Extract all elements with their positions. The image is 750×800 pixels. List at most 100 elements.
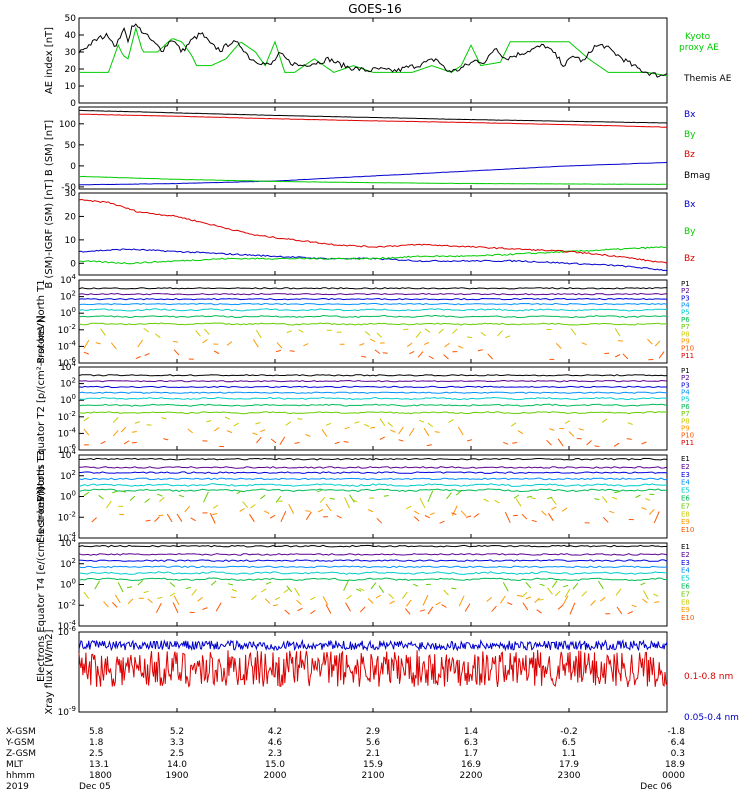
y-tick-label: 102 <box>60 290 76 303</box>
channel-line <box>78 391 668 394</box>
channel-segment <box>346 594 352 600</box>
channel-segment <box>143 590 149 594</box>
channel-segment <box>539 583 545 586</box>
y-tick-label: 104 <box>60 273 76 286</box>
ephemeris-value: 4.2 <box>268 727 282 737</box>
channel-segment <box>413 510 420 515</box>
channel-segment <box>640 582 646 586</box>
y-axis-label: Electrons North T3 <box>36 450 47 543</box>
legend-entry: By <box>684 227 696 237</box>
channel-segment <box>554 590 561 597</box>
channel-segment <box>252 339 259 348</box>
channel-line <box>78 314 668 319</box>
channel-segment <box>550 497 557 505</box>
channel-legend-label: E10 <box>681 526 694 534</box>
channel-segment <box>586 440 592 446</box>
y-axis-label: Protons Equator T2 [p/(cm²-s-sr-keV)] <box>36 315 47 502</box>
channel-segment <box>213 504 219 509</box>
channel-segment <box>163 438 169 441</box>
y-tick-label: 102 <box>60 377 76 390</box>
y-tick-label: 10-4 <box>58 339 77 352</box>
channel-segment <box>653 511 660 524</box>
y-tick-label: 102 <box>60 557 76 570</box>
channel-segment <box>100 440 106 445</box>
channel-segment <box>541 510 547 516</box>
y-tick-label: 10 <box>65 236 77 246</box>
channel-segment <box>147 598 153 604</box>
channel-segment <box>173 349 180 356</box>
tick-base: 10 <box>60 363 72 373</box>
channel-segment <box>319 496 326 503</box>
channel-segment <box>480 331 486 337</box>
tick-exponent: -2 <box>69 510 76 518</box>
channel-segment <box>473 513 480 518</box>
ephemeris-value: -0.2 <box>560 727 578 737</box>
ephemeris-value: -1.8 <box>667 727 685 737</box>
y-tick-label: 10-4 <box>58 426 77 439</box>
channel-legend-label: P5 <box>681 309 690 317</box>
channel-line <box>78 411 668 415</box>
channel-legend-label: E5 <box>681 487 690 495</box>
channel-segment <box>534 597 540 603</box>
channel-segment <box>286 585 293 593</box>
channel-segment <box>502 581 509 592</box>
channel-segment <box>135 356 141 360</box>
channel-segment <box>517 430 524 435</box>
channel-segment <box>230 596 236 599</box>
y-tick-label: 20 <box>65 65 77 75</box>
channel-segment <box>438 328 444 334</box>
ephemeris-value: 18.9 <box>665 760 685 770</box>
tick-base: 10 <box>58 446 70 456</box>
y-tick-label: 100 <box>60 306 76 319</box>
channel-line <box>78 297 668 301</box>
ephemeris-value: 0.3 <box>671 749 685 759</box>
y-tick-label: 102 <box>60 469 76 482</box>
channel-segment <box>117 582 124 593</box>
channel-segment <box>158 514 164 517</box>
channel-segment <box>435 601 441 606</box>
channel-segment <box>564 420 571 424</box>
channel-segment <box>144 352 150 356</box>
y-tick-label: 10-4 <box>58 531 77 544</box>
tick-exponent: -6 <box>69 625 77 633</box>
channel-segment <box>363 423 370 427</box>
channel-segment <box>83 428 90 436</box>
tick-exponent: 4 <box>72 448 77 456</box>
tick-exponent: 4 <box>72 273 77 281</box>
channel-segment <box>284 609 291 615</box>
channel-segment <box>297 418 303 420</box>
tick-base: 10 <box>60 276 72 286</box>
channel-segment <box>83 416 90 422</box>
channel-legend-label: P1 <box>681 280 690 288</box>
y-tick-label: 10-2 <box>58 510 76 523</box>
ephemeris-value: 2000 <box>264 771 287 781</box>
channel-segment <box>213 427 220 432</box>
y-tick-label: 10-6 <box>58 356 77 369</box>
channel-segment <box>572 582 579 590</box>
channel-segment <box>443 589 449 596</box>
channel-line <box>78 457 668 461</box>
y-axis-label: Xray flux [W/m2] <box>44 629 55 714</box>
tick-exponent: 2 <box>72 469 76 477</box>
ephemeris-value: 6.5 <box>562 738 576 748</box>
channel-segment <box>609 510 615 514</box>
channel-segment <box>409 350 415 355</box>
channel-segment <box>266 581 272 585</box>
channel-segment <box>210 580 217 586</box>
channel-segment <box>191 588 197 596</box>
channel-segment <box>95 342 101 345</box>
channel-segment <box>169 582 176 588</box>
channel-segment <box>568 431 575 437</box>
channel-segment <box>310 609 316 615</box>
ephemeris-value: 2.3 <box>268 749 282 759</box>
channel-segment <box>137 339 144 348</box>
channel-segment <box>510 422 517 427</box>
channel-segment <box>325 503 332 512</box>
channel-segment <box>642 598 648 604</box>
channel-segment <box>279 436 286 445</box>
channel-legend-label: E7 <box>681 502 690 510</box>
channel-segment <box>131 431 137 433</box>
y-tick-label: 104 <box>60 536 76 549</box>
ephemeris-date-start: Dec 05 <box>79 782 111 792</box>
panel-frame <box>78 17 668 104</box>
